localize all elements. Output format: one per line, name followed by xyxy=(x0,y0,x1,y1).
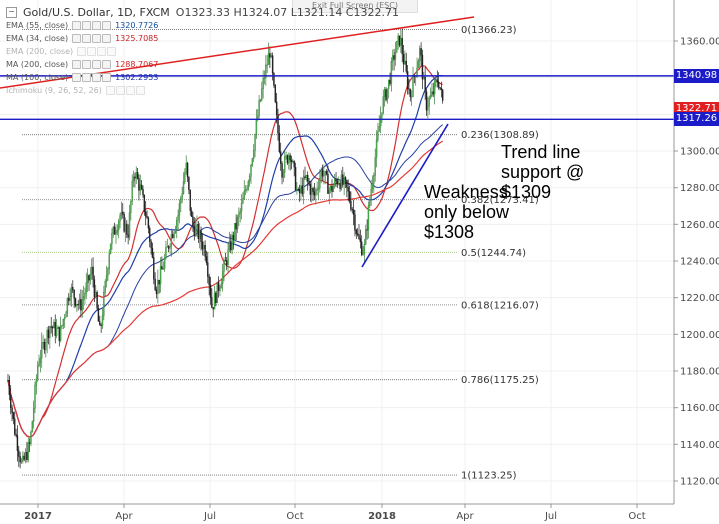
eye-icon[interactable] xyxy=(105,86,115,95)
ema-34-line xyxy=(7,65,443,438)
more-icon[interactable] xyxy=(102,34,112,43)
time-tick-label: Apr xyxy=(456,511,474,522)
time-tick-label: 2017 xyxy=(24,511,52,522)
indicator-label: Ichimoku (9, 26, 52, 26) xyxy=(6,86,102,95)
price-tick-label: 1140.00 xyxy=(680,440,719,451)
weakness-annotation: Weakness only below $1308 xyxy=(424,182,510,242)
fib-level-label: 1(1123.25) xyxy=(461,471,517,482)
more-icon[interactable] xyxy=(102,60,112,69)
collapse-legend-icon[interactable]: − xyxy=(6,7,17,18)
code-icon[interactable] xyxy=(92,34,102,43)
time-tick-label: 2018 xyxy=(368,511,396,522)
code-icon[interactable] xyxy=(125,86,135,95)
time-tick-label: Oct xyxy=(286,511,303,522)
code-icon[interactable] xyxy=(97,47,107,56)
code-icon[interactable] xyxy=(92,21,102,30)
eye-icon[interactable] xyxy=(72,34,82,43)
price-tick-label: 1300.00 xyxy=(680,147,719,158)
settings-icon[interactable] xyxy=(82,60,92,69)
indicator-value: 1302.2953 xyxy=(115,73,159,82)
price-tick-label: 1120.00 xyxy=(680,477,719,488)
indicator-row[interactable]: MA (100, close) 1302.2953 xyxy=(6,71,399,84)
time-tick-label: Oct xyxy=(628,511,645,522)
symbol-title-row: − Gold/U.S. Dollar, 1D, FXCM O1323.33 H1… xyxy=(6,6,399,19)
indicator-label: EMA (55, close) xyxy=(6,21,69,30)
fib-level-label: 0.5(1244.74) xyxy=(461,248,526,259)
fib-level-label: 0.236(1308.89) xyxy=(461,130,539,141)
more-icon[interactable] xyxy=(135,86,145,95)
indicator-label: MA (200, close) xyxy=(6,60,69,69)
price-tick-label: 1240.00 xyxy=(680,257,719,268)
eye-icon[interactable] xyxy=(72,21,82,30)
fib-level-label: 0.618(1216.07) xyxy=(461,300,539,311)
price-tick-label: 1360.00 xyxy=(680,37,719,48)
fibonacci-retracement: 0(1366.23) 0.236(1308.89) 0.382(1273.41) 0.… xyxy=(22,25,539,482)
time-axis[interactable]: 2017 Apr Jul Oct 2018 Apr Jul Oct xyxy=(24,504,646,522)
fib-level-label: 0(1366.23) xyxy=(461,25,517,36)
indicator-list: EMA (55, close) 1320.7726 EMA (34, close) 1… xyxy=(6,19,399,97)
price-tag: 1340.98 xyxy=(674,68,719,83)
time-tick-label: Jul xyxy=(544,511,557,522)
code-icon[interactable] xyxy=(92,60,102,69)
ohlc-values: O1323.33 H1324.07 L1321.14 C1322.71 xyxy=(175,6,399,19)
indicator-value: 1288.7067 xyxy=(115,60,159,69)
trendline-annotation: Trend line support @ $1309 xyxy=(501,142,585,202)
price-tag: 1317.26 xyxy=(674,112,719,127)
price-tick-label: 1180.00 xyxy=(680,367,719,378)
ma-200-line xyxy=(7,140,443,438)
rising-trendline[interactable] xyxy=(361,123,449,268)
price-tick-label: 1280.00 xyxy=(680,183,719,194)
indicator-controls[interactable] xyxy=(72,34,112,43)
time-tick-label: Apr xyxy=(115,511,133,522)
eye-icon[interactable] xyxy=(77,47,87,56)
indicator-row[interactable]: MA (200, close) 1288.7067 xyxy=(6,58,399,71)
indicator-controls[interactable] xyxy=(77,47,117,56)
indicator-label: EMA (200, close) xyxy=(6,47,74,56)
fib-level-label: 0.382(1273.41) xyxy=(461,195,539,206)
code-icon[interactable] xyxy=(92,73,102,82)
eye-icon[interactable] xyxy=(72,60,82,69)
price-tick-label: 1260.00 xyxy=(680,220,719,231)
indicator-row[interactable]: EMA (55, close) 1320.7726 xyxy=(6,19,399,32)
chart-legend: − Gold/U.S. Dollar, 1D, FXCM O1323.33 H1… xyxy=(6,6,399,97)
time-tick-label: Jul xyxy=(203,511,216,522)
price-tick-label: 1200.00 xyxy=(680,330,719,341)
exit-fullscreen-button[interactable]: Exit Full Screen (ESC) xyxy=(292,0,418,13)
indicator-row[interactable]: EMA (34, close) 1325.7085 xyxy=(6,32,399,45)
indicator-label: EMA (34, close) xyxy=(6,34,69,43)
more-icon[interactable] xyxy=(102,73,112,82)
indicator-value: 1320.7726 xyxy=(115,21,159,30)
settings-icon[interactable] xyxy=(87,47,97,56)
settings-icon[interactable] xyxy=(82,34,92,43)
settings-icon[interactable] xyxy=(82,21,92,30)
indicator-controls[interactable] xyxy=(105,86,145,95)
indicator-row[interactable]: Ichimoku (9, 26, 52, 26) xyxy=(6,84,399,97)
price-tick-label: 1160.00 xyxy=(680,403,719,414)
indicator-value: 1325.7085 xyxy=(115,34,159,43)
symbol-title[interactable]: Gold/U.S. Dollar, 1D, FXCM xyxy=(23,6,170,19)
indicator-controls[interactable] xyxy=(72,60,112,69)
indicator-label: MA (100, close) xyxy=(6,73,69,82)
indicator-controls[interactable] xyxy=(72,73,112,82)
more-icon[interactable] xyxy=(107,47,117,56)
price-tick-label: 1220.00 xyxy=(680,293,719,304)
indicator-row[interactable]: EMA (200, close) xyxy=(6,45,399,58)
eye-icon[interactable] xyxy=(72,73,82,82)
settings-icon[interactable] xyxy=(82,73,92,82)
indicator-controls[interactable] xyxy=(72,21,112,30)
candlestick-series xyxy=(7,28,444,469)
more-icon[interactable] xyxy=(102,21,112,30)
fib-level-label: 0.786(1175.25) xyxy=(461,375,539,386)
settings-icon[interactable] xyxy=(115,86,125,95)
